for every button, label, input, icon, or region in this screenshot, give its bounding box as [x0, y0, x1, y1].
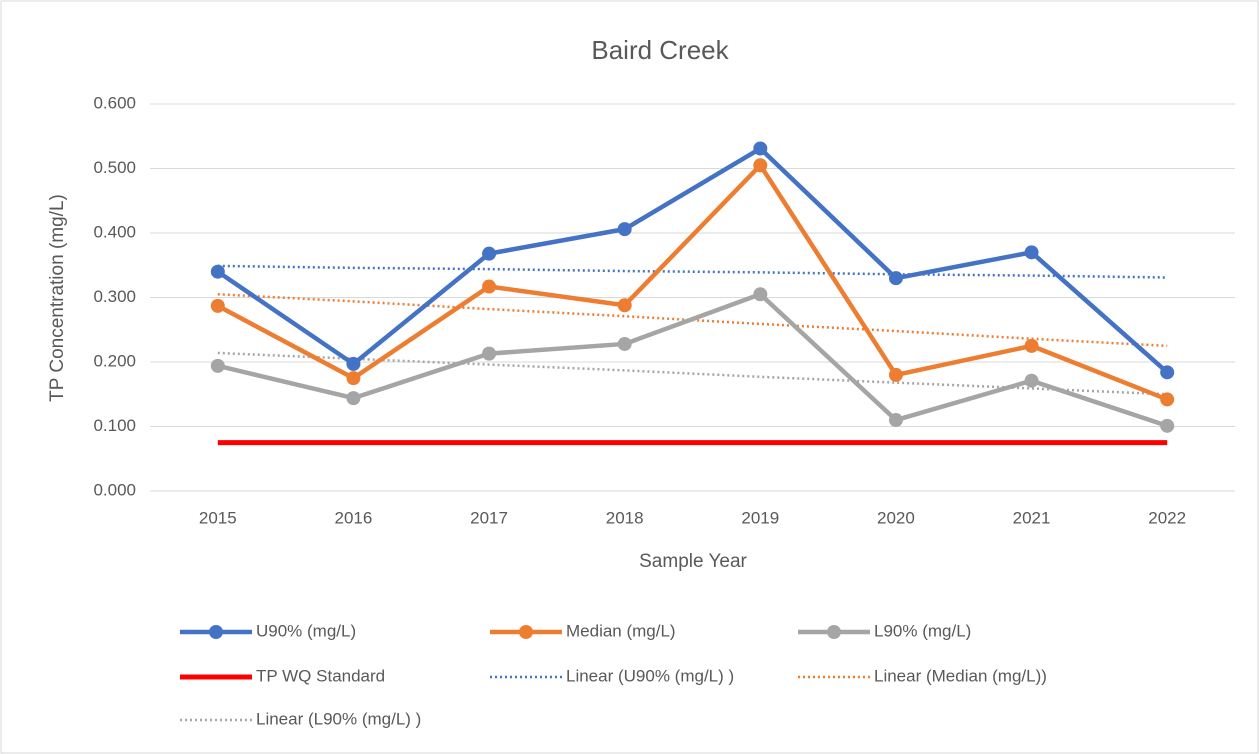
x-tick-label: 2016: [335, 508, 373, 527]
series-line: [217, 292, 1168, 428]
series-line: [216, 146, 1169, 375]
data-point: [482, 279, 497, 294]
data-point: [1024, 245, 1039, 260]
data-point: [753, 141, 768, 156]
chart-title: Baird Creek: [591, 35, 729, 65]
legend-label: Linear (Median (mg/L)): [874, 666, 1047, 685]
data-point: [1160, 365, 1175, 380]
data-point: [617, 222, 632, 237]
y-tick-label: 0.400: [93, 222, 136, 241]
data-point: [617, 336, 632, 351]
data-point: [346, 371, 361, 386]
x-tick-label: 2015: [199, 508, 237, 527]
data-point: [210, 358, 225, 373]
data-point: [1024, 338, 1039, 353]
legend-label: Median (mg/L): [566, 621, 676, 640]
data-point: [210, 264, 225, 279]
data-point: [1024, 373, 1039, 388]
data-point: [346, 356, 361, 371]
x-tick-label: 2019: [741, 508, 779, 527]
data-point: [617, 298, 632, 313]
data-point: [1160, 418, 1175, 433]
legend-marker: [827, 625, 841, 639]
x-tick-label: 2020: [877, 508, 915, 527]
legend-label: Linear (U90% (mg/L) ): [566, 666, 734, 685]
x-tick-label: 2021: [1013, 508, 1051, 527]
legend-label: Linear (L90% (mg/L) ): [256, 709, 421, 728]
y-axis-label: TP Concentration (mg/L): [47, 194, 68, 402]
x-tick-label: 2018: [606, 508, 644, 527]
data-point: [888, 367, 903, 382]
legend-label: TP WQ Standard: [256, 666, 385, 685]
data-point: [482, 246, 497, 261]
y-tick-label: 0.300: [93, 287, 136, 306]
data-point: [210, 298, 225, 313]
legend-label: U90% (mg/L): [256, 621, 356, 640]
data-point: [346, 391, 361, 406]
data-point: [1160, 392, 1175, 407]
data-point: [753, 158, 768, 173]
data-point: [888, 271, 903, 286]
data-point: [888, 413, 903, 428]
legend-marker: [209, 625, 223, 639]
x-tick-label: 2022: [1148, 508, 1186, 527]
y-tick-label: 0.200: [93, 351, 136, 370]
y-tick-label: 0.000: [93, 480, 136, 499]
legend-marker: [519, 625, 533, 639]
y-tick-label: 0.100: [93, 416, 136, 435]
series-line: [216, 163, 1169, 402]
y-tick-label: 0.600: [93, 93, 136, 112]
data-point: [482, 346, 497, 361]
y-tick-label: 0.500: [93, 158, 136, 177]
data-point: [753, 287, 768, 302]
x-tick-label: 2017: [470, 508, 508, 527]
x-axis-label: Sample Year: [639, 551, 747, 572]
legend-label: L90% (mg/L): [874, 621, 971, 640]
series-line: [217, 264, 1168, 279]
